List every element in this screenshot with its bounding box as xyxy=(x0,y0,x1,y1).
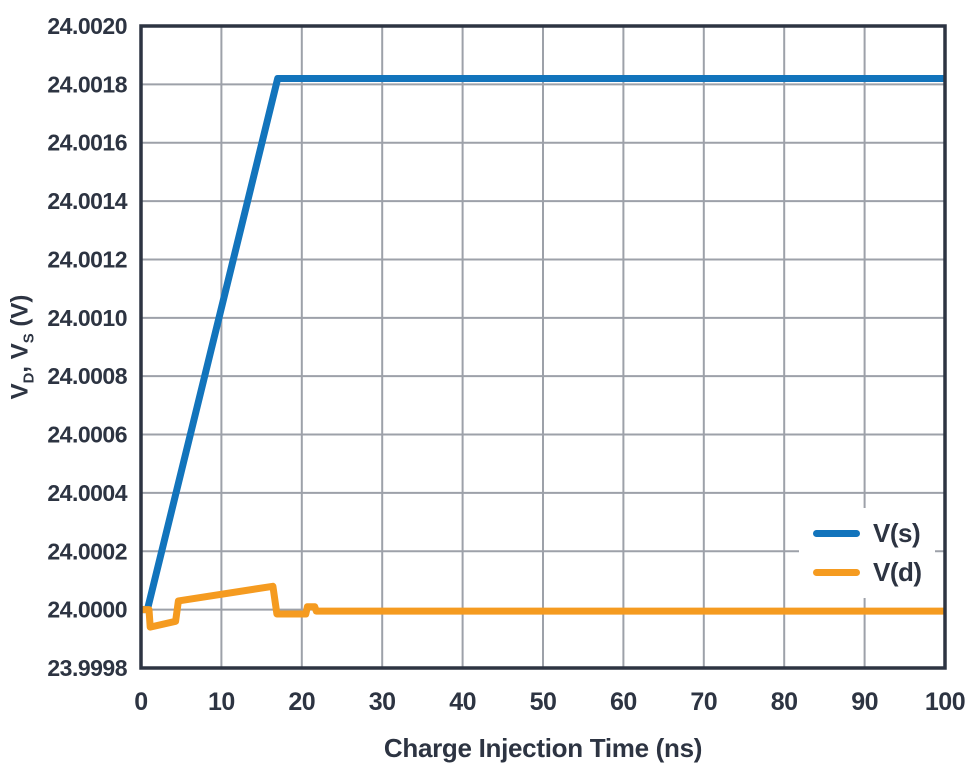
y-axis-title-text: V xyxy=(6,383,34,400)
y-tick-label: 24.0008 xyxy=(47,363,127,389)
x-axis-title: Charge Injection Time (ns) xyxy=(383,733,703,763)
x-tick-label: 70 xyxy=(690,688,717,716)
x-tick-label: 60 xyxy=(610,688,637,716)
y-tick-label: 24.0000 xyxy=(47,597,127,623)
y-axis-title: VD, VS (V) xyxy=(7,295,38,400)
plot-frame xyxy=(139,24,947,670)
x-tick-label: 40 xyxy=(449,688,476,716)
series-vs-swatch xyxy=(813,530,860,537)
x-tick-label: 80 xyxy=(771,688,798,716)
x-tick-label: 90 xyxy=(851,688,878,716)
y-tick-label: 24.0018 xyxy=(47,71,127,97)
x-tick-label: 30 xyxy=(369,688,396,716)
x-tick-label: 10 xyxy=(208,688,235,716)
series-vs-label: V(s) xyxy=(873,518,921,548)
y-tick-label: 23.9998 xyxy=(47,655,127,681)
series-line-vd xyxy=(141,582,945,631)
y-tick-label: 24.0020 xyxy=(47,13,127,39)
y-tick-label: 24.0014 xyxy=(47,188,127,214)
legend-item-vd: V(d) xyxy=(799,557,935,588)
x-tick-label: 50 xyxy=(530,688,557,716)
x-tick-label: 0 xyxy=(134,688,147,716)
x-tick-label: 20 xyxy=(288,688,315,716)
y-axis-title-text: (V) xyxy=(6,294,34,334)
series-vd-swatch xyxy=(813,569,860,576)
legend-item-vs: V(s) xyxy=(799,518,935,549)
y-tick-label: 24.0002 xyxy=(47,538,127,564)
legend: V(s) V(d) xyxy=(799,508,935,598)
y-axis-subscript-s: S xyxy=(21,333,38,344)
y-axis-subscript-d: D xyxy=(21,372,38,384)
y-tick-label: 24.0004 xyxy=(47,480,127,506)
x-tick-label: 100 xyxy=(925,688,965,716)
y-tick-label: 24.0010 xyxy=(47,305,127,331)
y-tick-label: 24.0016 xyxy=(47,130,127,156)
y-tick-label: 24.0006 xyxy=(47,422,127,448)
y-tick-label: 24.0012 xyxy=(47,246,127,272)
y-axis-title-text: , V xyxy=(6,343,34,373)
series-vd-label: V(d) xyxy=(873,557,922,587)
